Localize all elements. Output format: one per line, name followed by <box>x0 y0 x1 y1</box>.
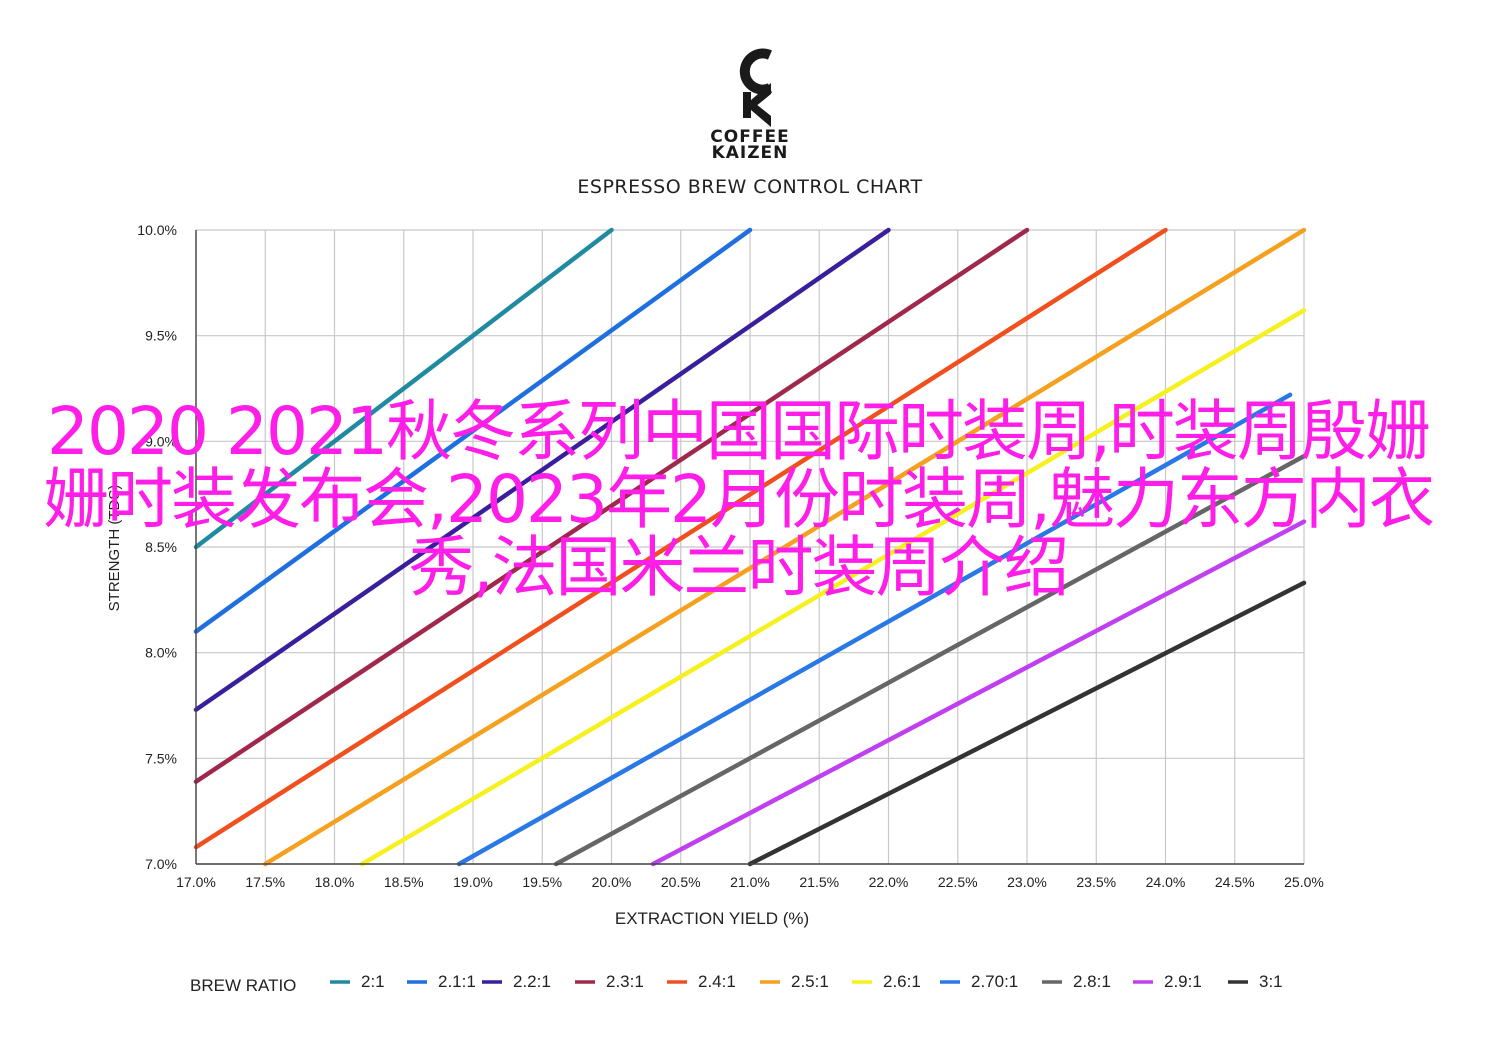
chart-title: ESPRESSO BREW CONTROL CHART <box>577 176 922 198</box>
legend-label: 2.2:1 <box>513 972 551 991</box>
x-tick-label: 19.0% <box>453 874 493 890</box>
x-tick-label: 20.0% <box>592 874 632 890</box>
y-tick-label: 9.5% <box>145 328 177 344</box>
legend-label: 2.1:1 <box>438 972 476 991</box>
x-tick-label: 22.0% <box>869 874 909 890</box>
series-line-3 <box>193 227 1030 784</box>
series-line-0 <box>193 227 614 550</box>
brand-name-line1: COFFEE <box>710 127 789 147</box>
x-tick-label: 23.5% <box>1076 874 1116 890</box>
brand-logo: COFFEE KAIZEN <box>710 48 789 163</box>
x-tick-label: 21.5% <box>799 874 839 890</box>
chart-series-lines <box>193 227 1307 867</box>
series-line-1 <box>193 227 753 634</box>
series-line-5 <box>263 227 1307 867</box>
series-line-8 <box>553 453 1307 867</box>
y-tick-label: 9.0% <box>145 433 177 449</box>
y-axis-label: STRENGTH (TDS) <box>106 485 123 612</box>
legend-label: 2.70:1 <box>971 972 1018 991</box>
chart-legend: BREW RATIO 2:1 2.1:1 2.2:1 2.3:1 2.4:1 2.5:1 2… <box>190 972 1283 995</box>
coffee-kaizen-logo-icon <box>739 48 772 127</box>
series-line-7 <box>456 392 1293 867</box>
legend-title: BREW RATIO <box>190 976 296 995</box>
x-tick-label: 17.0% <box>176 874 216 890</box>
x-tick-label: 18.5% <box>384 874 424 890</box>
legend-label: 3:1 <box>1259 972 1283 991</box>
x-tick-label: 17.5% <box>245 874 285 890</box>
x-tick-label: 19.5% <box>522 874 562 890</box>
x-tick-label: 25.0% <box>1284 874 1324 890</box>
x-tick-label: 21.0% <box>730 874 770 890</box>
series-line-10 <box>747 580 1307 867</box>
x-axis-tick-labels: 17.0% 17.5% 18.0% 18.5% 19.0% 19.5% 20.0% 20.5%… <box>176 874 1324 890</box>
x-tick-label: 20.5% <box>661 874 701 890</box>
series-line-2 <box>193 227 891 712</box>
legend-label: 2.5:1 <box>791 972 829 991</box>
legend-label: 2.6:1 <box>883 972 921 991</box>
overlay-headline: 2020 2021秋冬系列中国国际时装周,时装周殷姗姗时装发布会,2023年2月… <box>43 393 1435 606</box>
x-tick-label: 18.0% <box>315 874 355 890</box>
y-tick-label: 8.0% <box>145 645 177 661</box>
y-tick-label: 7.5% <box>145 750 177 766</box>
brand-name-line2: KAIZEN <box>712 143 789 163</box>
y-tick-label: 8.5% <box>145 539 177 555</box>
x-tick-label: 24.0% <box>1146 874 1186 890</box>
legend-label: 2.4:1 <box>698 972 736 991</box>
legend-label: 2.8:1 <box>1073 972 1111 991</box>
x-tick-label: 24.5% <box>1215 874 1255 890</box>
legend-label: 2.9:1 <box>1164 972 1202 991</box>
legend-label: 2.3:1 <box>606 972 644 991</box>
legend-label: 2:1 <box>361 972 385 991</box>
series-line-9 <box>650 519 1307 867</box>
x-axis-label: EXTRACTION YIELD (%) <box>615 909 809 928</box>
y-tick-label: 10.0% <box>137 222 177 238</box>
x-tick-label: 22.5% <box>938 874 978 890</box>
series-line-6 <box>359 308 1307 867</box>
y-axis-tick-labels: 7.0% 7.5% 8.0% 8.5% 9.0% 9.5% 10.0% <box>137 222 177 872</box>
series-line-4 <box>193 227 1168 850</box>
y-tick-label: 7.0% <box>145 856 177 872</box>
x-tick-label: 23.0% <box>1007 874 1047 890</box>
chart-axis-frame <box>195 230 1304 865</box>
